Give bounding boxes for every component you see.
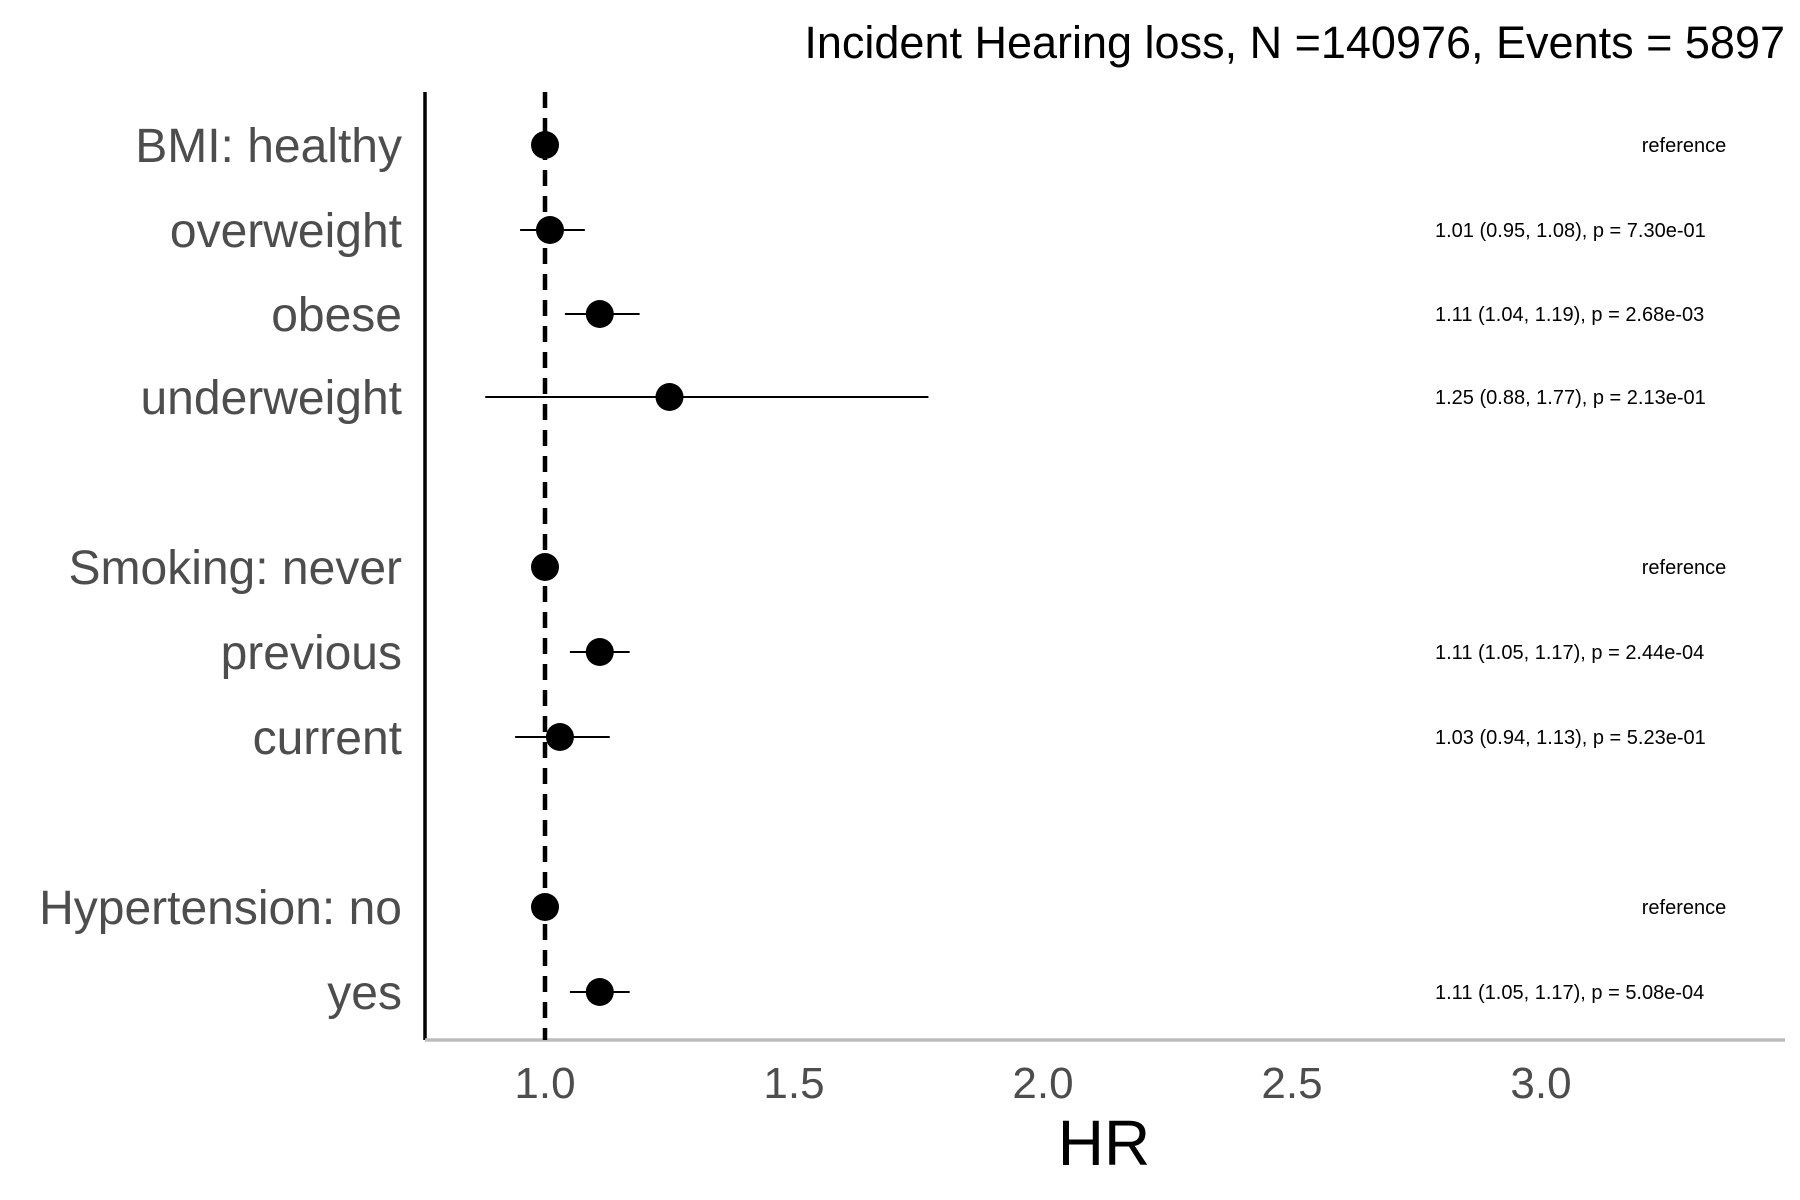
row-annotation: reference — [1642, 557, 1727, 579]
point-estimate — [531, 553, 559, 581]
point-estimate — [531, 131, 559, 159]
row-annotation: reference — [1642, 897, 1727, 919]
row-label: Smoking: never — [69, 542, 403, 595]
row-label: current — [253, 712, 402, 765]
plot-area: 1.0 1.5 2.0 2.5 3.0 BMI: healthy reference over… — [39, 92, 1785, 1108]
row-annotation: reference — [1642, 135, 1727, 157]
point-estimate — [535, 216, 564, 244]
row-label: yes — [327, 967, 402, 1020]
row-label: overweight — [170, 205, 402, 258]
row-annotation: 1.11 (1.04, 1.19), p = 2.68e-03 — [1435, 304, 1704, 326]
row-label: obese — [271, 289, 402, 342]
row-label: previous — [221, 627, 402, 680]
x-axis-title: HR — [1058, 1107, 1150, 1179]
x-tick-label: 3.0 — [1510, 1059, 1571, 1108]
row-label: BMI: healthy — [135, 120, 402, 173]
x-tick-label: 2.0 — [1012, 1059, 1073, 1108]
point-estimate — [531, 893, 559, 921]
point-estimate — [585, 300, 614, 328]
x-tick-label: 1.5 — [763, 1059, 824, 1108]
point-estimate — [545, 723, 574, 751]
row-label: underweight — [140, 372, 402, 425]
chart-title: Incident Hearing loss, N =140976, Events… — [804, 17, 1785, 68]
row-label: Hypertension: no — [39, 882, 402, 935]
point-estimate — [585, 638, 614, 666]
point-estimate — [585, 978, 614, 1006]
row-annotation: 1.11 (1.05, 1.17), p = 2.44e-04 — [1435, 642, 1704, 664]
x-tick-label: 2.5 — [1261, 1059, 1322, 1108]
point-estimate — [655, 383, 684, 411]
row-annotation: 1.11 (1.05, 1.17), p = 5.08e-04 — [1435, 982, 1704, 1004]
row-annotation: 1.01 (0.95, 1.08), p = 7.30e-01 — [1435, 220, 1706, 242]
row-annotation: 1.03 (0.94, 1.13), p = 5.23e-01 — [1435, 727, 1706, 749]
x-tick-label: 1.0 — [514, 1059, 575, 1108]
row-annotation: 1.25 (0.88, 1.77), p = 2.13e-01 — [1435, 387, 1706, 409]
